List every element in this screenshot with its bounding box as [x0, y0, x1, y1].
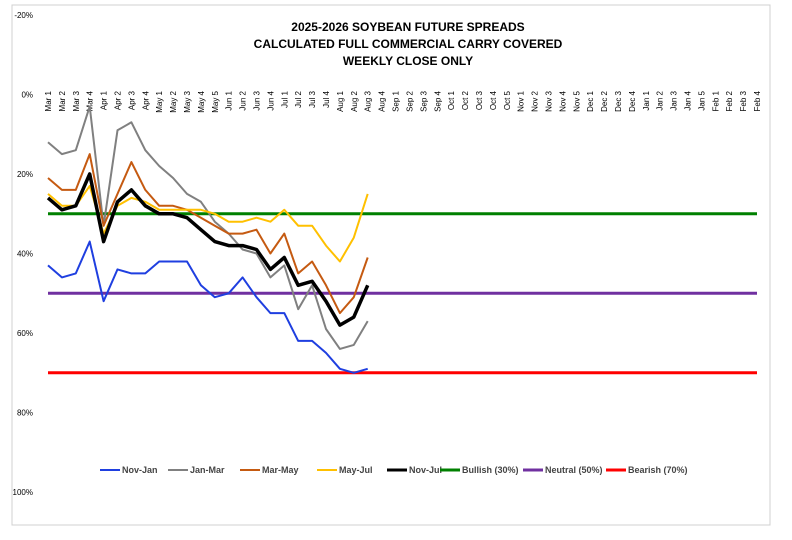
x-tick-label: May 5: [211, 90, 220, 112]
x-tick-label: Nov 3: [544, 90, 553, 111]
x-tick-label: May 3: [183, 90, 192, 112]
x-tick-label: Jan 1: [642, 90, 651, 110]
x-tick-label: Nov 5: [572, 90, 581, 111]
x-tick-label: Oct 1: [447, 90, 456, 110]
y-tick-label: -20%: [14, 11, 33, 20]
x-tick-label: Apr 3: [127, 90, 136, 110]
legend-label: Bearish (70%): [628, 465, 688, 475]
x-tick-label: Dec 2: [600, 90, 609, 111]
x-tick-label: Dec 3: [614, 90, 623, 111]
legend-label: May-Jul: [339, 465, 373, 475]
x-tick-label: Sep 2: [405, 90, 414, 111]
x-tick-label: May 2: [169, 90, 178, 112]
chart-title: WEEKLY CLOSE ONLY: [343, 54, 473, 68]
chart-title: 2025-2026 SOYBEAN FUTURE SPREADS: [291, 20, 524, 34]
series-line: [46, 172, 370, 327]
x-tick-label: Jul 4: [322, 90, 331, 107]
series-line: [47, 240, 368, 374]
x-tick-label: Mar 3: [72, 90, 81, 111]
x-tick-label: Oct 2: [461, 90, 470, 110]
y-tick-label: 80%: [17, 409, 33, 418]
x-tick-label: Sep 1: [392, 90, 401, 111]
y-tick-label: 60%: [17, 329, 33, 338]
x-tick-label: Jul 2: [294, 90, 303, 107]
x-tick-label: Mar 4: [86, 90, 95, 111]
x-tick-label: Oct 4: [489, 90, 498, 110]
x-tick-label: Jun 4: [266, 90, 275, 110]
x-tick-label: Sep 4: [433, 90, 442, 111]
legend-label: Bullish (30%): [462, 465, 519, 475]
legend-label: Nov-Jul: [409, 465, 442, 475]
x-tick-label: Nov 4: [558, 90, 567, 111]
x-tick-label: Aug 4: [378, 90, 387, 111]
x-tick-label: Apr 1: [100, 90, 109, 110]
x-tick-label: Jul 1: [280, 90, 289, 107]
x-tick-label: Apr 2: [114, 90, 123, 110]
x-tick-label: Nov 1: [517, 90, 526, 111]
x-tick-label: Dec 1: [586, 90, 595, 111]
x-tick-label: Oct 5: [503, 90, 512, 110]
y-tick-label: 0%: [21, 91, 33, 100]
y-tick-label: 20%: [17, 170, 33, 179]
series-line: [47, 153, 369, 315]
x-tick-label: May 4: [197, 90, 206, 112]
x-tick-label: May 1: [155, 90, 164, 112]
legend-label: Neutral (50%): [545, 465, 603, 475]
x-tick-label: Jun 3: [253, 90, 262, 110]
x-tick-label: Jan 4: [683, 90, 692, 110]
x-tick-label: Jul 3: [308, 90, 317, 107]
chart-frame: [11, 4, 771, 526]
x-tick-label: Aug 2: [350, 90, 359, 111]
x-tick-label: Feb 4: [753, 90, 762, 111]
legend-label: Jan-Mar: [190, 465, 225, 475]
x-tick-label: Dec 4: [628, 90, 637, 111]
x-tick-label: Sep 3: [419, 90, 428, 111]
x-tick-label: Jan 5: [697, 90, 706, 110]
chart-title: CALCULATED FULL COMMERCIAL CARRY COVERED: [254, 37, 563, 51]
x-tick-label: Apr 4: [141, 90, 150, 110]
x-tick-label: Nov 2: [531, 90, 540, 111]
x-tick-label: Oct 3: [475, 90, 484, 110]
y-tick-label: 100%: [13, 488, 33, 497]
x-tick-label: Mar 2: [58, 90, 67, 111]
x-tick-label: Jan 3: [670, 90, 679, 110]
x-tick-label: Feb 2: [725, 90, 734, 111]
legend-label: Nov-Jan: [122, 465, 158, 475]
x-tick-label: Jan 2: [656, 90, 665, 110]
legend-label: Mar-May: [262, 465, 299, 475]
x-tick-label: Jun 2: [239, 90, 248, 110]
x-tick-label: Aug 3: [364, 90, 373, 111]
y-tick-label: 40%: [17, 250, 33, 259]
x-tick-label: Mar 1: [44, 90, 53, 111]
x-tick-label: Jun 1: [225, 90, 234, 110]
x-tick-label: Aug 1: [336, 90, 345, 111]
x-tick-label: Feb 3: [739, 90, 748, 111]
x-tick-label: Feb 1: [711, 90, 720, 111]
